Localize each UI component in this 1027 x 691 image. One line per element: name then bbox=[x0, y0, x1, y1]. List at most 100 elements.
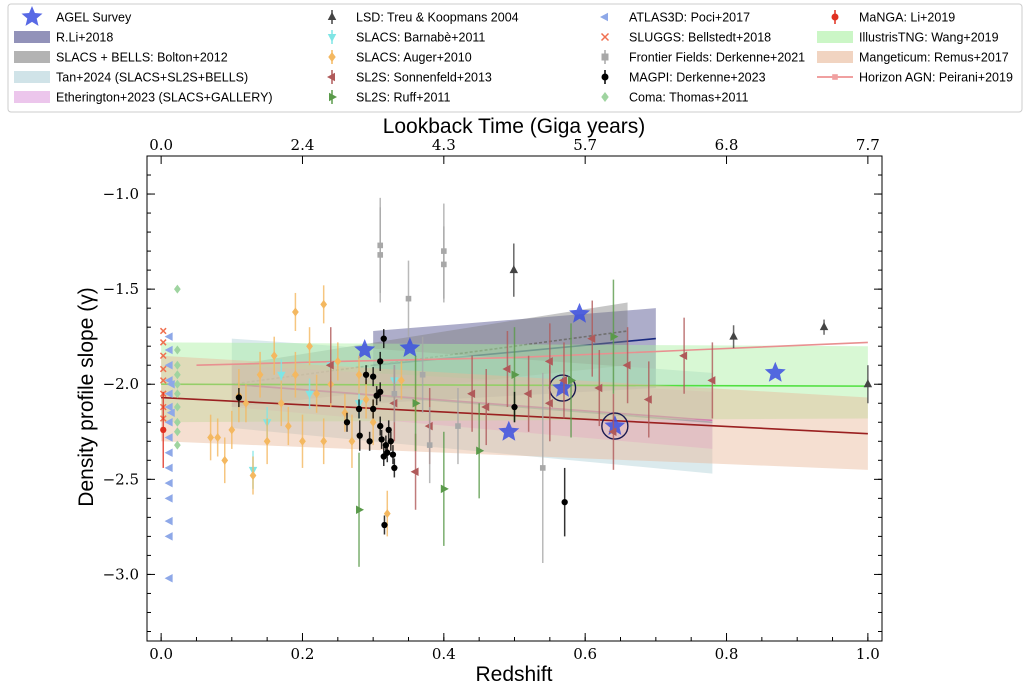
x-tick-label-2: 0.4 bbox=[432, 645, 456, 663]
y-tick-label-1: −1.5 bbox=[103, 280, 139, 298]
point-magpi-derkenne-2023-13 bbox=[385, 426, 392, 434]
point-agel-survey-0 bbox=[354, 339, 376, 359]
legend-label: Coma: Thomas+2011 bbox=[629, 91, 748, 105]
legend-entry-illustristng-wang-2019: IllustrisTNG: Wang+2019 bbox=[817, 31, 999, 45]
top-tick-label-5: 7.7 bbox=[856, 136, 880, 154]
legend-marker bbox=[832, 74, 838, 80]
point-magpi-derkenne-2023-4 bbox=[366, 438, 373, 445]
legend-label: Mangeticum: Remus+2017 bbox=[859, 51, 1009, 65]
point-lsd-treu-koopmans-2004-1 bbox=[729, 331, 738, 340]
legend-entry-manga-li-2019: MaNGA: Li+2019 bbox=[831, 10, 955, 25]
point-slacs-auger-2010-9 bbox=[284, 421, 292, 431]
legend-entry-frontier-fields-derkenne-2021: Frontier Fields: Derkenne+2021 bbox=[601, 50, 805, 65]
legend-marker bbox=[831, 13, 839, 21]
legend-marker-b bbox=[600, 32, 610, 42]
point-magpi-derkenne-2023-2 bbox=[356, 432, 363, 439]
point-sl2s-ruff-2011-5 bbox=[568, 376, 577, 385]
point-frontier-fields-derkenne-2021-8 bbox=[391, 390, 398, 397]
point-slacs-auger-2010-6 bbox=[263, 436, 271, 446]
point-slacs-auger-2010-21 bbox=[369, 417, 377, 427]
point-agel-survey-5 bbox=[604, 415, 626, 435]
point-slacs-auger-2010-7 bbox=[270, 351, 278, 361]
point-slacs-auger-2010-22 bbox=[383, 509, 391, 519]
series-lsd-treu-koopmans-2004 bbox=[509, 243, 873, 404]
point-slacs-auger-2010-8 bbox=[277, 398, 285, 408]
series-slacs-auger-2010 bbox=[207, 285, 419, 537]
point-agel-survey-2 bbox=[569, 302, 590, 323]
legend-marker bbox=[327, 34, 337, 42]
point-magpi-derkenne-2023-10 bbox=[381, 521, 388, 529]
point-atlas3d-poci-2017-8 bbox=[164, 448, 173, 457]
point-sluggs-bellstedt-2018-3-b bbox=[159, 365, 167, 373]
legend-entry-agel-survey: AGEL Survey bbox=[21, 6, 132, 26]
legend-swatch bbox=[14, 31, 50, 43]
legend-entry-r-li-2018: R.Li+2018 bbox=[14, 31, 113, 45]
legend-label: SLACS: Barnabè+2011 bbox=[356, 31, 485, 45]
point-slacs-auger-2010-4 bbox=[249, 471, 257, 481]
point-sl2s-sonnenfeld-2013-5 bbox=[502, 364, 511, 374]
point-magpi-derkenne-2023-18 bbox=[370, 373, 377, 380]
point-sl2s-ruff-2011-3 bbox=[476, 446, 485, 456]
legend-swatch bbox=[817, 31, 853, 43]
point-frontier-fields-derkenne-2021-2 bbox=[405, 295, 412, 302]
point-sluggs-bellstedt-2018-2 bbox=[159, 352, 167, 360]
point-sl2s-sonnenfeld-2013-13 bbox=[643, 395, 652, 404]
top-tick-label-2: 4.3 bbox=[432, 136, 456, 154]
legend-label: MAGPI: Derkenne+2023 bbox=[629, 71, 766, 85]
point-sl2s-sonnenfeld-2013-11 bbox=[608, 427, 617, 437]
point-slacs-auger-2010-28 bbox=[214, 432, 222, 442]
point-sl2s-sonnenfeld-2013-0 bbox=[325, 360, 334, 370]
legend-label: SL2S: Ruff+2011 bbox=[356, 91, 450, 105]
point-sl2s-sonnenfeld-2013-6 bbox=[523, 389, 532, 398]
point-sluggs-bellstedt-2018-1-b bbox=[159, 339, 167, 346]
point-atlas3d-poci-2017-2 bbox=[164, 360, 173, 370]
point-slacs-auger-2010-18 bbox=[348, 436, 356, 446]
point-atlas3d-poci-2017-4 bbox=[164, 389, 173, 398]
x-tick-label-3: 0.6 bbox=[573, 645, 597, 663]
legend-entry-atlas3d-poci-2017: ATLAS3D: Poci+2017 bbox=[600, 11, 750, 25]
point-slacs-auger-2010-20 bbox=[362, 394, 370, 404]
point-atlas3d-poci-2017-13 bbox=[164, 532, 173, 541]
legend: AGEL Survey R.Li+2018 SLACS + BELLS: Bolto… bbox=[7, 3, 1023, 113]
point-sl2s-sonnenfeld-2013-12 bbox=[622, 360, 631, 370]
point-slacs-auger-2010-25 bbox=[292, 307, 299, 317]
point-magpi-derkenne-2023-22 bbox=[235, 394, 243, 401]
y-tick-label-2: −2.0 bbox=[103, 375, 139, 393]
point-agel-survey-3 bbox=[498, 420, 520, 441]
point-slacs-auger-2010-26 bbox=[320, 299, 328, 309]
legend-box bbox=[7, 3, 1023, 113]
point-atlas3d-poci-2017-15 bbox=[166, 379, 175, 389]
point-sluggs-bellstedt-2018-2-b bbox=[159, 352, 167, 360]
legend-label: LSD: Treu & Koopmans 2004 bbox=[356, 11, 519, 25]
legend-entry-magpi-derkenne-2023: MAGPI: Derkenne+2023 bbox=[601, 70, 766, 85]
point-magpi-derkenne-2023-21 bbox=[561, 499, 568, 506]
point-magpi-derkenne-2023-8 bbox=[378, 436, 385, 443]
point-magpi-derkenne-2023-17 bbox=[380, 335, 387, 342]
point-magpi-derkenne-2023-11 bbox=[382, 441, 390, 449]
point-coma-thomas-2011-0 bbox=[174, 284, 181, 294]
point-coma-thomas-2011-1 bbox=[174, 345, 181, 355]
point-magpi-derkenne-2023-5 bbox=[370, 405, 377, 413]
legend-entry-slacs-bells-bolton-2012: SLACS + BELLS: Bolton+2012 bbox=[14, 51, 228, 65]
point-sl2s-ruff-2011-6 bbox=[610, 332, 619, 341]
point-sl2s-sonnenfeld-2013-4 bbox=[481, 402, 490, 412]
point-lsd-treu-koopmans-2004-0 bbox=[509, 265, 519, 274]
data-points bbox=[159, 197, 873, 583]
point-slacs-auger-2010-10 bbox=[292, 370, 299, 380]
legend-marker bbox=[601, 73, 609, 81]
legend-label: SL2S: Sonnenfeld+2013 bbox=[356, 71, 492, 85]
legend-label: IllustrisTNG: Wang+2019 bbox=[859, 31, 999, 45]
point-atlas3d-poci-2017-9 bbox=[164, 463, 173, 473]
legend-marker bbox=[328, 52, 336, 62]
legend-entry-slacs-auger-2010: SLACS: Auger+2010 bbox=[328, 50, 472, 65]
top-tick-label-0: 0.0 bbox=[149, 136, 173, 154]
point-frontier-fields-derkenne-2021-1 bbox=[377, 252, 384, 258]
legend-label: SLACS: Auger+2010 bbox=[356, 51, 472, 65]
point-magpi-derkenne-2023-19 bbox=[377, 358, 384, 365]
point-coma-thomas-2011-6 bbox=[174, 417, 181, 427]
point-sl2s-sonnenfeld-2013-1 bbox=[389, 399, 398, 408]
point-frontier-fields-derkenne-2021-7 bbox=[455, 423, 461, 429]
legend-entry-coma-thomas-2011: Coma: Thomas+2011 bbox=[601, 91, 748, 105]
legend-swatch bbox=[14, 51, 50, 63]
